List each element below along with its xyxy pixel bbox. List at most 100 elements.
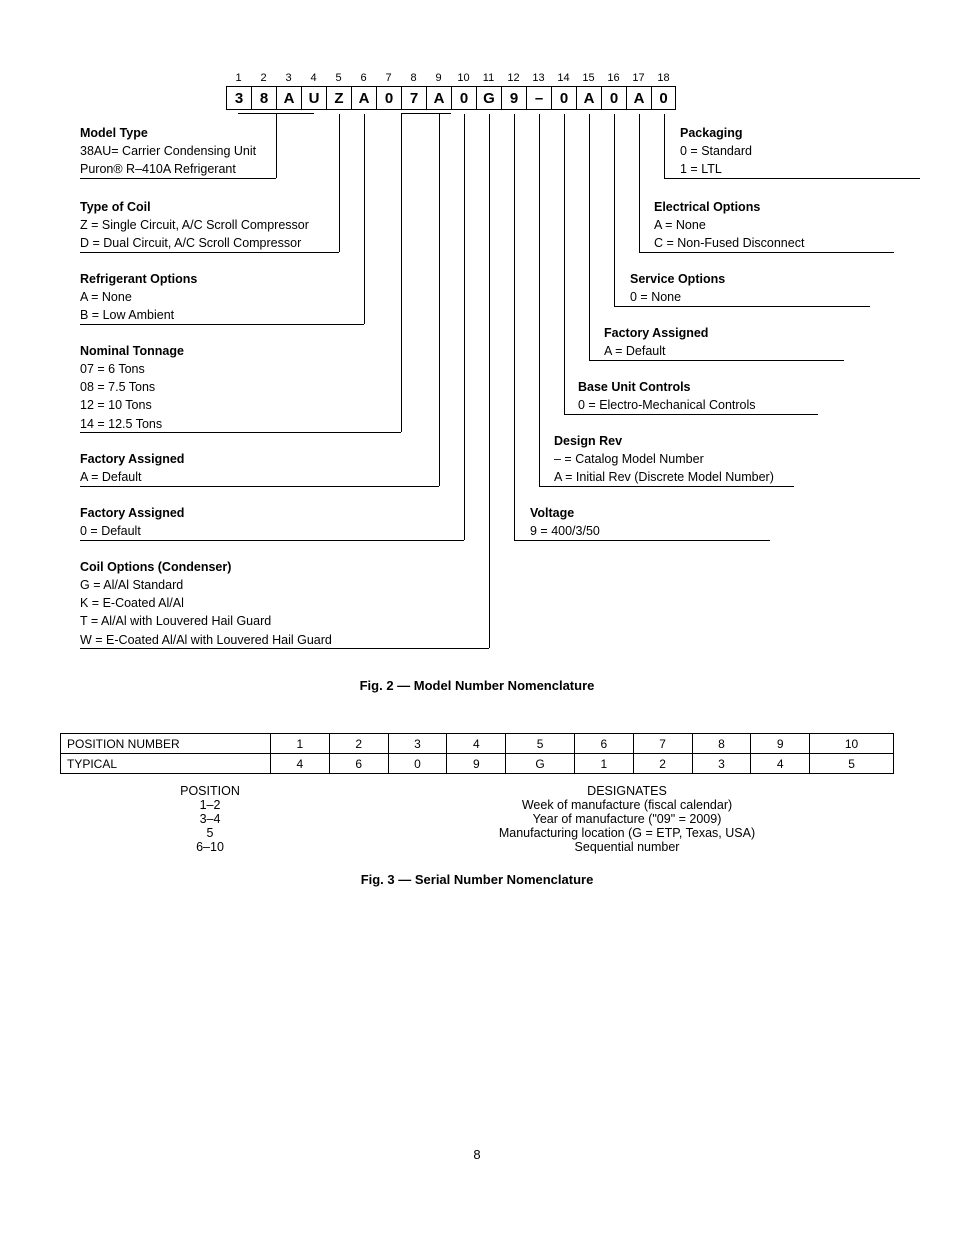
block-title: Factory Assigned <box>80 450 184 468</box>
block-title: Factory Assigned <box>604 324 708 342</box>
model-number-strip: 13283A4U5Z6A70879A10011G12913–14015A1601… <box>226 70 894 110</box>
model-pos-num: 5 <box>335 70 341 86</box>
left-block-type_coil: Type of CoilZ = Single Circuit, A/C Scro… <box>80 198 309 252</box>
left-block-fact2: Factory Assigned0 = Default <box>80 504 184 540</box>
block-title: Factory Assigned <box>80 504 184 522</box>
block-line: 0 = Default <box>80 522 184 540</box>
block-title: Design Rev <box>554 432 774 450</box>
left-block-refrig_opts: Refrigerant OptionsA = NoneB = Low Ambie… <box>80 270 197 324</box>
model-char-cell: 7 <box>401 86 426 110</box>
designates-row: 1–2Week of manufacture (fiscal calendar) <box>60 798 894 812</box>
model-char-cell: U <box>301 86 326 110</box>
model-char-cell: A <box>576 86 601 110</box>
model-strip-underlines <box>226 110 894 116</box>
block-line: K = E-Coated Al/Al <box>80 594 332 612</box>
block-line: A = Initial Rev (Discrete Model Number) <box>554 468 774 486</box>
block-line: C = Non-Fused Disconnect <box>654 234 804 252</box>
serial-cell: 1 <box>574 754 633 774</box>
serial-cell: 1 <box>271 734 330 754</box>
connector-hline <box>80 540 464 541</box>
block-line: D = Dual Circuit, A/C Scroll Compressor <box>80 234 309 252</box>
serial-cell: 5 <box>506 734 575 754</box>
model-char-cell: A <box>626 86 651 110</box>
designates-row: 6–10Sequential number <box>60 840 894 854</box>
connector-hline <box>80 432 401 433</box>
right-block-elec_opts: Electrical OptionsA = NoneC = Non-Fused … <box>654 198 804 252</box>
model-col-9: 9A <box>426 70 451 110</box>
model-col-2: 28 <box>251 70 276 110</box>
block-line: A = Default <box>604 342 708 360</box>
serial-cell: 5 <box>810 754 894 774</box>
block-title: Service Options <box>630 270 725 288</box>
model-pos-num: 15 <box>582 70 594 86</box>
block-title: Electrical Options <box>654 198 804 216</box>
block-line: 38AU= Carrier Condensing Unit <box>80 142 256 160</box>
connector-hline <box>664 178 921 179</box>
designates-position: 3–4 <box>60 812 360 826</box>
model-col-14: 140 <box>551 70 576 110</box>
connector-vline <box>364 114 365 324</box>
connector-vline <box>589 114 590 360</box>
model-char-cell: Z <box>326 86 351 110</box>
connector-hline <box>639 252 895 253</box>
block-line: 0 = Standard <box>680 142 752 160</box>
block-line: 0 = None <box>630 288 725 306</box>
block-line: B = Low Ambient <box>80 306 197 324</box>
block-line: 07 = 6 Tons <box>80 360 184 378</box>
connector-hline <box>514 540 771 541</box>
right-block-packaging: Packaging0 = Standard1 = LTL <box>680 124 752 178</box>
block-line: Puron® R–410A Refrigerant <box>80 160 256 178</box>
designates-head-position: POSITION <box>60 784 360 798</box>
serial-cell: 8 <box>692 734 751 754</box>
connector-hline <box>80 648 489 649</box>
block-title: Voltage <box>530 504 600 522</box>
model-pos-num: 18 <box>657 70 669 86</box>
right-block-svc_opts: Service Options0 = None <box>630 270 725 306</box>
model-pos-num: 4 <box>310 70 316 86</box>
serial-number-table: POSITION NUMBER12345678910 TYPICAL4609G1… <box>60 733 894 774</box>
connector-hline <box>80 324 364 325</box>
model-col-6: 6A <box>351 70 376 110</box>
fig2-caption: Fig. 2 — Model Number Nomenclature <box>60 678 894 693</box>
model-col-4: 4U <box>301 70 326 110</box>
connector-vline <box>276 114 277 178</box>
connector-hline <box>539 486 795 487</box>
connector-vline <box>439 114 440 486</box>
model-col-16: 160 <box>601 70 626 110</box>
block-title: Coil Options (Condenser) <box>80 558 332 576</box>
connector-vline <box>564 114 565 414</box>
designates-desc: Year of manufacture ("09" = 2009) <box>360 812 894 826</box>
serial-cell: 4 <box>447 734 506 754</box>
block-line: 08 = 7.5 Tons <box>80 378 184 396</box>
serial-cell: 7 <box>633 734 692 754</box>
model-col-8: 87 <box>401 70 426 110</box>
serial-cell: 4 <box>751 754 810 774</box>
model-col-13: 13– <box>526 70 551 110</box>
model-char-cell: 0 <box>601 86 626 110</box>
model-col-12: 129 <box>501 70 526 110</box>
right-block-voltage: Voltage9 = 400/3/50 <box>530 504 600 540</box>
model-char-cell: A <box>426 86 451 110</box>
connector-vline <box>539 114 540 486</box>
block-line: G = Al/Al Standard <box>80 576 332 594</box>
block-line: 14 = 12.5 Tons <box>80 415 184 433</box>
block-line: 12 = 10 Tons <box>80 396 184 414</box>
connector-hline <box>589 360 845 361</box>
model-pos-num: 16 <box>607 70 619 86</box>
block-line: W = E-Coated Al/Al with Louvered Hail Gu… <box>80 631 332 649</box>
serial-cell: 6 <box>574 734 633 754</box>
block-line: 9 = 400/3/50 <box>530 522 600 540</box>
block-line: A = Default <box>80 468 184 486</box>
model-pos-num: 13 <box>532 70 544 86</box>
designates-position: 1–2 <box>60 798 360 812</box>
model-pos-num: 6 <box>360 70 366 86</box>
model-pos-num: 3 <box>285 70 291 86</box>
block-line: A = None <box>80 288 197 306</box>
block-title: Base Unit Controls <box>578 378 756 396</box>
model-char-cell: A <box>276 86 301 110</box>
block-line: 1 = LTL <box>680 160 752 178</box>
model-col-1: 13 <box>226 70 251 110</box>
connector-vline <box>339 114 340 252</box>
designates-desc: Manufacturing location (G = ETP, Texas, … <box>360 826 894 840</box>
model-pos-num: 11 <box>483 70 494 86</box>
